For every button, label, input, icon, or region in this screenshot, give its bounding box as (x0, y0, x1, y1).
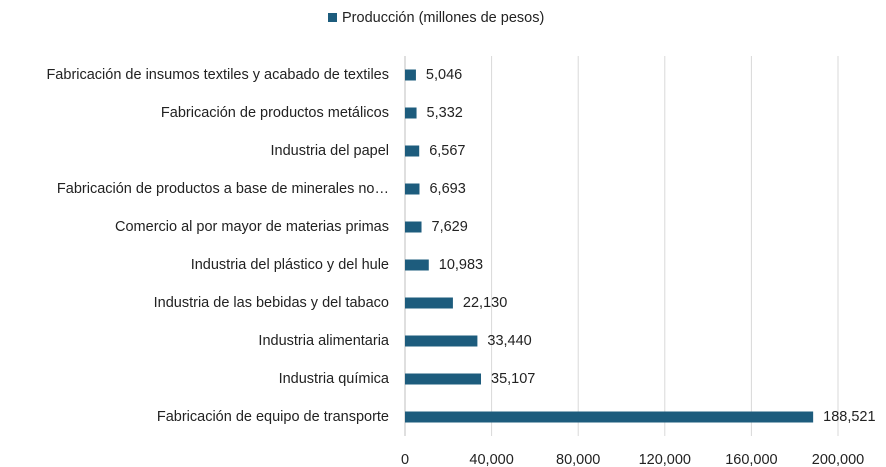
bar (405, 411, 814, 423)
data-label: 6,693 (429, 181, 465, 197)
x-tick-label: 40,000 (469, 452, 513, 467)
y-tick-label: Industria de las bebidas y del tabaco (154, 295, 389, 311)
y-tick-label: Fabricación de equipo de transporte (157, 409, 389, 425)
y-tick-label: Industria alimentaria (258, 333, 389, 349)
y-tick-label: Industria del plástico y del hule (191, 257, 389, 273)
legend-swatch (328, 13, 337, 22)
y-tick-label: Fabricación de productos metálicos (161, 105, 389, 121)
bar (405, 259, 429, 271)
bar (405, 183, 420, 195)
data-label: 33,440 (487, 333, 531, 349)
y-tick-label: Industria del papel (271, 143, 390, 159)
y-tick-label: Comercio al por mayor de materias primas (115, 219, 389, 235)
x-tick-label: 80,000 (556, 452, 600, 467)
data-label: 10,983 (439, 257, 483, 273)
data-label: 7,629 (432, 219, 468, 235)
x-tick-label: 200,000 (812, 452, 864, 467)
bar (405, 145, 420, 157)
bar (405, 221, 422, 233)
data-label: 5,046 (426, 67, 462, 83)
bar (405, 335, 478, 347)
x-tick-label: 160,000 (725, 452, 777, 467)
x-tick-label: 120,000 (639, 452, 691, 467)
bar (405, 107, 417, 119)
y-tick-label: Fabricación de insumos textiles y acabad… (46, 67, 389, 83)
y-tick-label: Industria química (279, 371, 390, 387)
bar (405, 297, 453, 309)
data-label: 6,567 (429, 143, 465, 159)
data-label: 5,332 (427, 105, 463, 121)
legend-label: Producción (millones de pesos) (342, 10, 544, 26)
data-label: 188,521 (823, 409, 875, 425)
x-tick-label: 0 (401, 452, 409, 467)
y-tick-label: Fabricación de productos a base de miner… (57, 181, 389, 197)
bar (405, 69, 416, 81)
bar (405, 373, 482, 385)
data-label: 22,130 (463, 295, 507, 311)
data-label: 35,107 (491, 371, 535, 387)
